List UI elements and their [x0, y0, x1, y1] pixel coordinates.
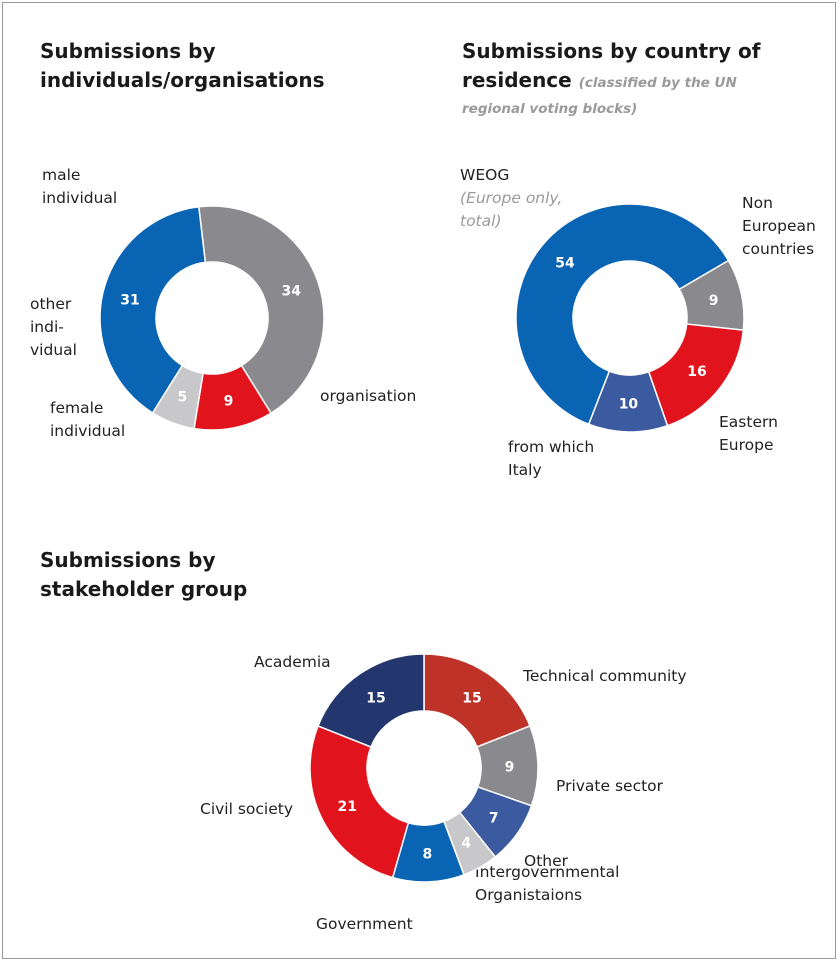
individuals-value-other-individual: 5 — [178, 390, 188, 406]
chart2-subtitle: (classified by the UN — [578, 75, 737, 91]
stakeholder-slice-technical-community — [423, 653, 531, 748]
label-private-sector: Private sector — [556, 777, 664, 795]
chart2-title: Submissions by country of residence (cla… — [462, 39, 761, 117]
stakeholder-value-other: 7 — [489, 810, 499, 826]
chart1-title: Submissions by individuals/organisations — [40, 39, 325, 92]
label-technical-community: Technical community — [523, 667, 687, 685]
label-academia: Academia — [254, 653, 331, 671]
stakeholder-value-civil-society: 21 — [338, 799, 357, 815]
label-italy: from which Italy — [508, 438, 595, 479]
individuals-value-female-individual: 9 — [224, 393, 234, 409]
stakeholder-slice-civil-society — [309, 724, 410, 879]
stakeholder-value-academia: 15 — [366, 690, 385, 706]
country-value-from-which-italy: 10 — [619, 396, 639, 412]
label-male-individual: male individual — [42, 166, 118, 207]
individuals-slice-organisation — [198, 205, 325, 415]
label-non-european: Non European countries — [742, 194, 816, 258]
label-organisation: organisation — [320, 387, 417, 405]
label-other: Other — [524, 852, 569, 870]
stakeholder-value-government: 8 — [423, 846, 433, 862]
stakeholder-slice-academia — [317, 653, 425, 748]
label-intergovernmental: Intergovernmental Organistaions — [475, 863, 620, 904]
label-government: Government — [316, 915, 413, 933]
country-value-non-european-countries: 9 — [709, 293, 719, 309]
label-civil-society: Civil society — [200, 800, 294, 818]
individuals-slice-other-individual — [151, 364, 204, 430]
country-slice-weog — [515, 203, 730, 426]
label-female-individual: female individual — [50, 399, 126, 440]
chart3-title: Submissions by stakeholder group — [40, 548, 248, 601]
country-value-weog: 54 — [555, 255, 575, 271]
stakeholder-value-private-sector: 9 — [505, 759, 515, 775]
label-weog: WEOG (Europe only, total) — [460, 166, 563, 230]
country-value-eastern-europe: 16 — [687, 364, 706, 380]
individuals-value-organisation: 34 — [282, 283, 302, 299]
label-eastern-europe: Eastern Europe — [719, 413, 778, 454]
stakeholder-value-intergovernmental-organistaions: 4 — [461, 835, 471, 851]
individuals-value-male-individual: 31 — [120, 293, 139, 309]
individuals-slice-male-individual — [99, 205, 207, 415]
stakeholder-value-technical-community: 15 — [462, 690, 481, 706]
label-other-individual: other indi-vidual — [30, 295, 77, 359]
label-europe-only: (Europe only, — [460, 189, 563, 207]
